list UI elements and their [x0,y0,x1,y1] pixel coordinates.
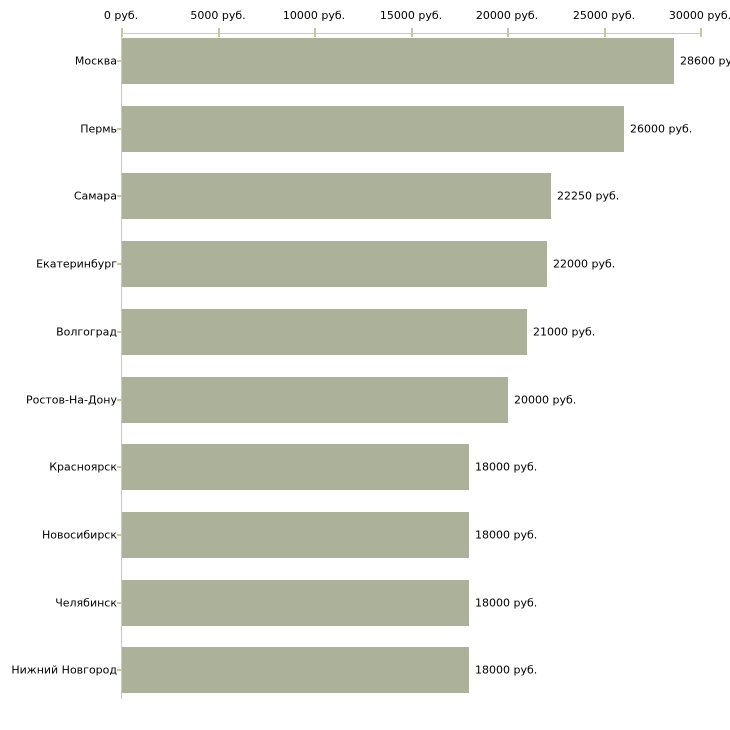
value-label: 28600 руб. [680,54,730,68]
x-axis-tick [218,28,220,37]
x-axis-tick [411,28,413,37]
category-axis-tick [117,399,122,401]
value-label: 26000 руб. [630,122,693,136]
x-axis-tick-label: 20000 руб. [475,9,539,22]
category-axis-tick [117,195,122,197]
bar [122,512,469,558]
bar [122,106,624,152]
x-axis-tick-label: 5000 руб. [190,9,246,22]
category-axis-tick [117,128,122,130]
category-label: Пермь [80,122,117,136]
category-label: Самара [73,189,117,203]
bar [122,444,469,490]
value-label: 20000 руб. [514,393,577,407]
x-axis-tick-label: 25000 руб. [572,9,636,22]
category-axis-tick [117,602,122,604]
bar [122,309,527,355]
y-axis-line [121,33,122,699]
x-axis-tick [507,28,509,37]
category-axis-tick [117,60,122,62]
x-axis-tick [700,28,702,37]
category-axis-tick [117,466,122,468]
bar [122,580,469,626]
category-label: Екатеринбург [36,257,117,271]
bar [122,38,674,84]
category-label: Красноярск [49,460,117,474]
category-axis-tick [117,534,122,536]
category-label: Ростов-На-Дону [25,393,117,407]
x-axis-tick [121,28,123,37]
value-label: 22000 руб. [553,257,616,271]
bar [122,173,551,219]
bar [122,241,547,287]
category-axis-tick [117,331,122,333]
x-axis-tick-label: 15000 руб. [379,9,443,22]
category-axis-tick [117,263,122,265]
x-axis-tick-label: 30000 руб. [668,9,730,22]
value-label: 21000 руб. [533,325,596,339]
bar [122,377,508,423]
value-label: 18000 руб. [475,460,538,474]
value-label: 18000 руб. [475,528,538,542]
x-axis-tick [314,28,316,37]
value-label: 18000 руб. [475,596,538,610]
bar [122,647,469,693]
x-axis-tick-label: 0 руб. [103,9,139,22]
category-label: Челябинск [55,596,117,610]
category-label: Нижний Новгород [11,663,117,677]
value-label: 22250 руб. [557,189,620,203]
value-label: 18000 руб. [475,663,538,677]
category-axis-tick [117,669,122,671]
category-label: Новосибирск [41,528,117,542]
category-label: Москва [74,54,117,68]
x-axis-tick-label: 10000 руб. [282,9,346,22]
x-axis-tick [604,28,606,37]
category-label: Волгоград [56,325,117,339]
